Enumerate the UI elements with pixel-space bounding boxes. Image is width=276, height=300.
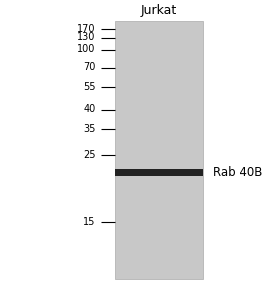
Text: 15: 15 (83, 217, 96, 227)
Text: 25: 25 (83, 149, 96, 160)
Text: 130: 130 (77, 32, 96, 43)
Text: 35: 35 (83, 124, 96, 134)
Bar (115, 21, 203, 279)
Text: Rab 40B: Rab 40B (213, 166, 263, 179)
Text: 100: 100 (77, 44, 96, 55)
Bar (115, 169, 203, 176)
Text: 70: 70 (83, 62, 96, 73)
Text: 40: 40 (84, 104, 96, 115)
Text: 55: 55 (83, 82, 96, 92)
Text: Jurkat: Jurkat (140, 4, 177, 17)
Text: 170: 170 (77, 23, 96, 34)
